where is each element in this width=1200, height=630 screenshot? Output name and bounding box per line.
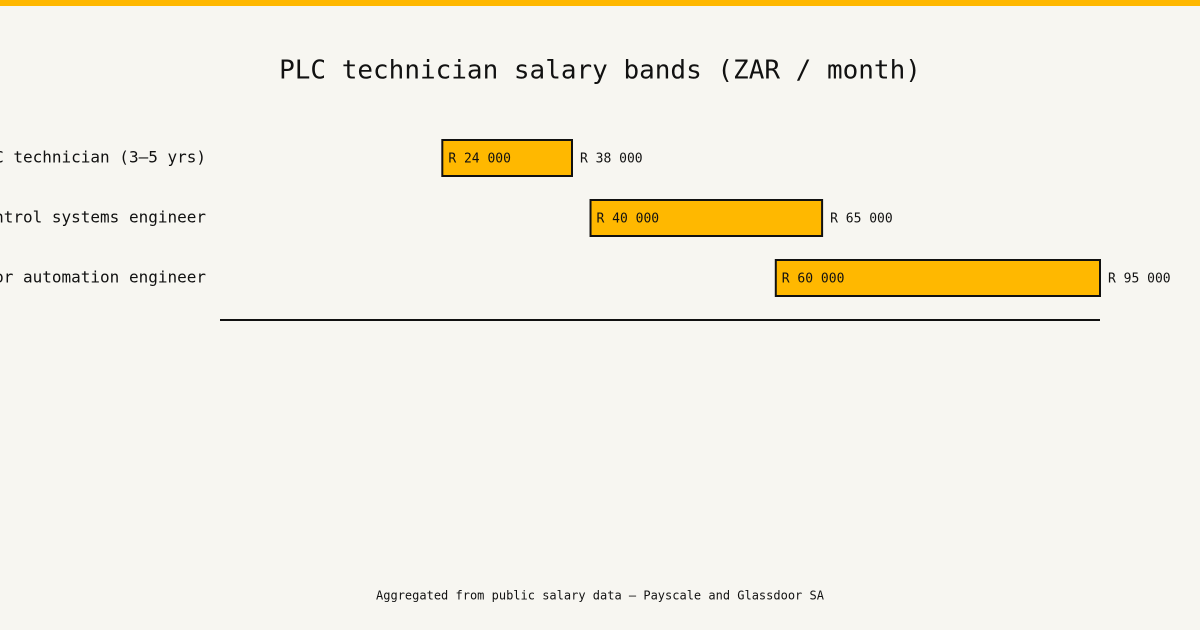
source-note: Aggregated from public salary data — Pay… [376,589,825,603]
low-label: R 60 000 [782,272,845,287]
range-bar [774,259,1102,297]
category-label: PLC technician (3–5 yrs) [0,148,206,167]
range-bar [589,199,824,237]
high-label: R 95 000 [1108,272,1171,287]
high-label: R 38 000 [580,152,643,167]
category-label: Control systems engineer [0,208,206,227]
top-stripe [0,0,1200,6]
high-label: R 65 000 [830,212,893,227]
range-bar [441,139,573,177]
low-label: R 24 000 [448,152,511,167]
chart-title: PLC technician salary bands (ZAR / month… [279,56,921,86]
low-label: R 40 000 [597,212,660,227]
category-label: Senior automation engineer [0,268,206,287]
